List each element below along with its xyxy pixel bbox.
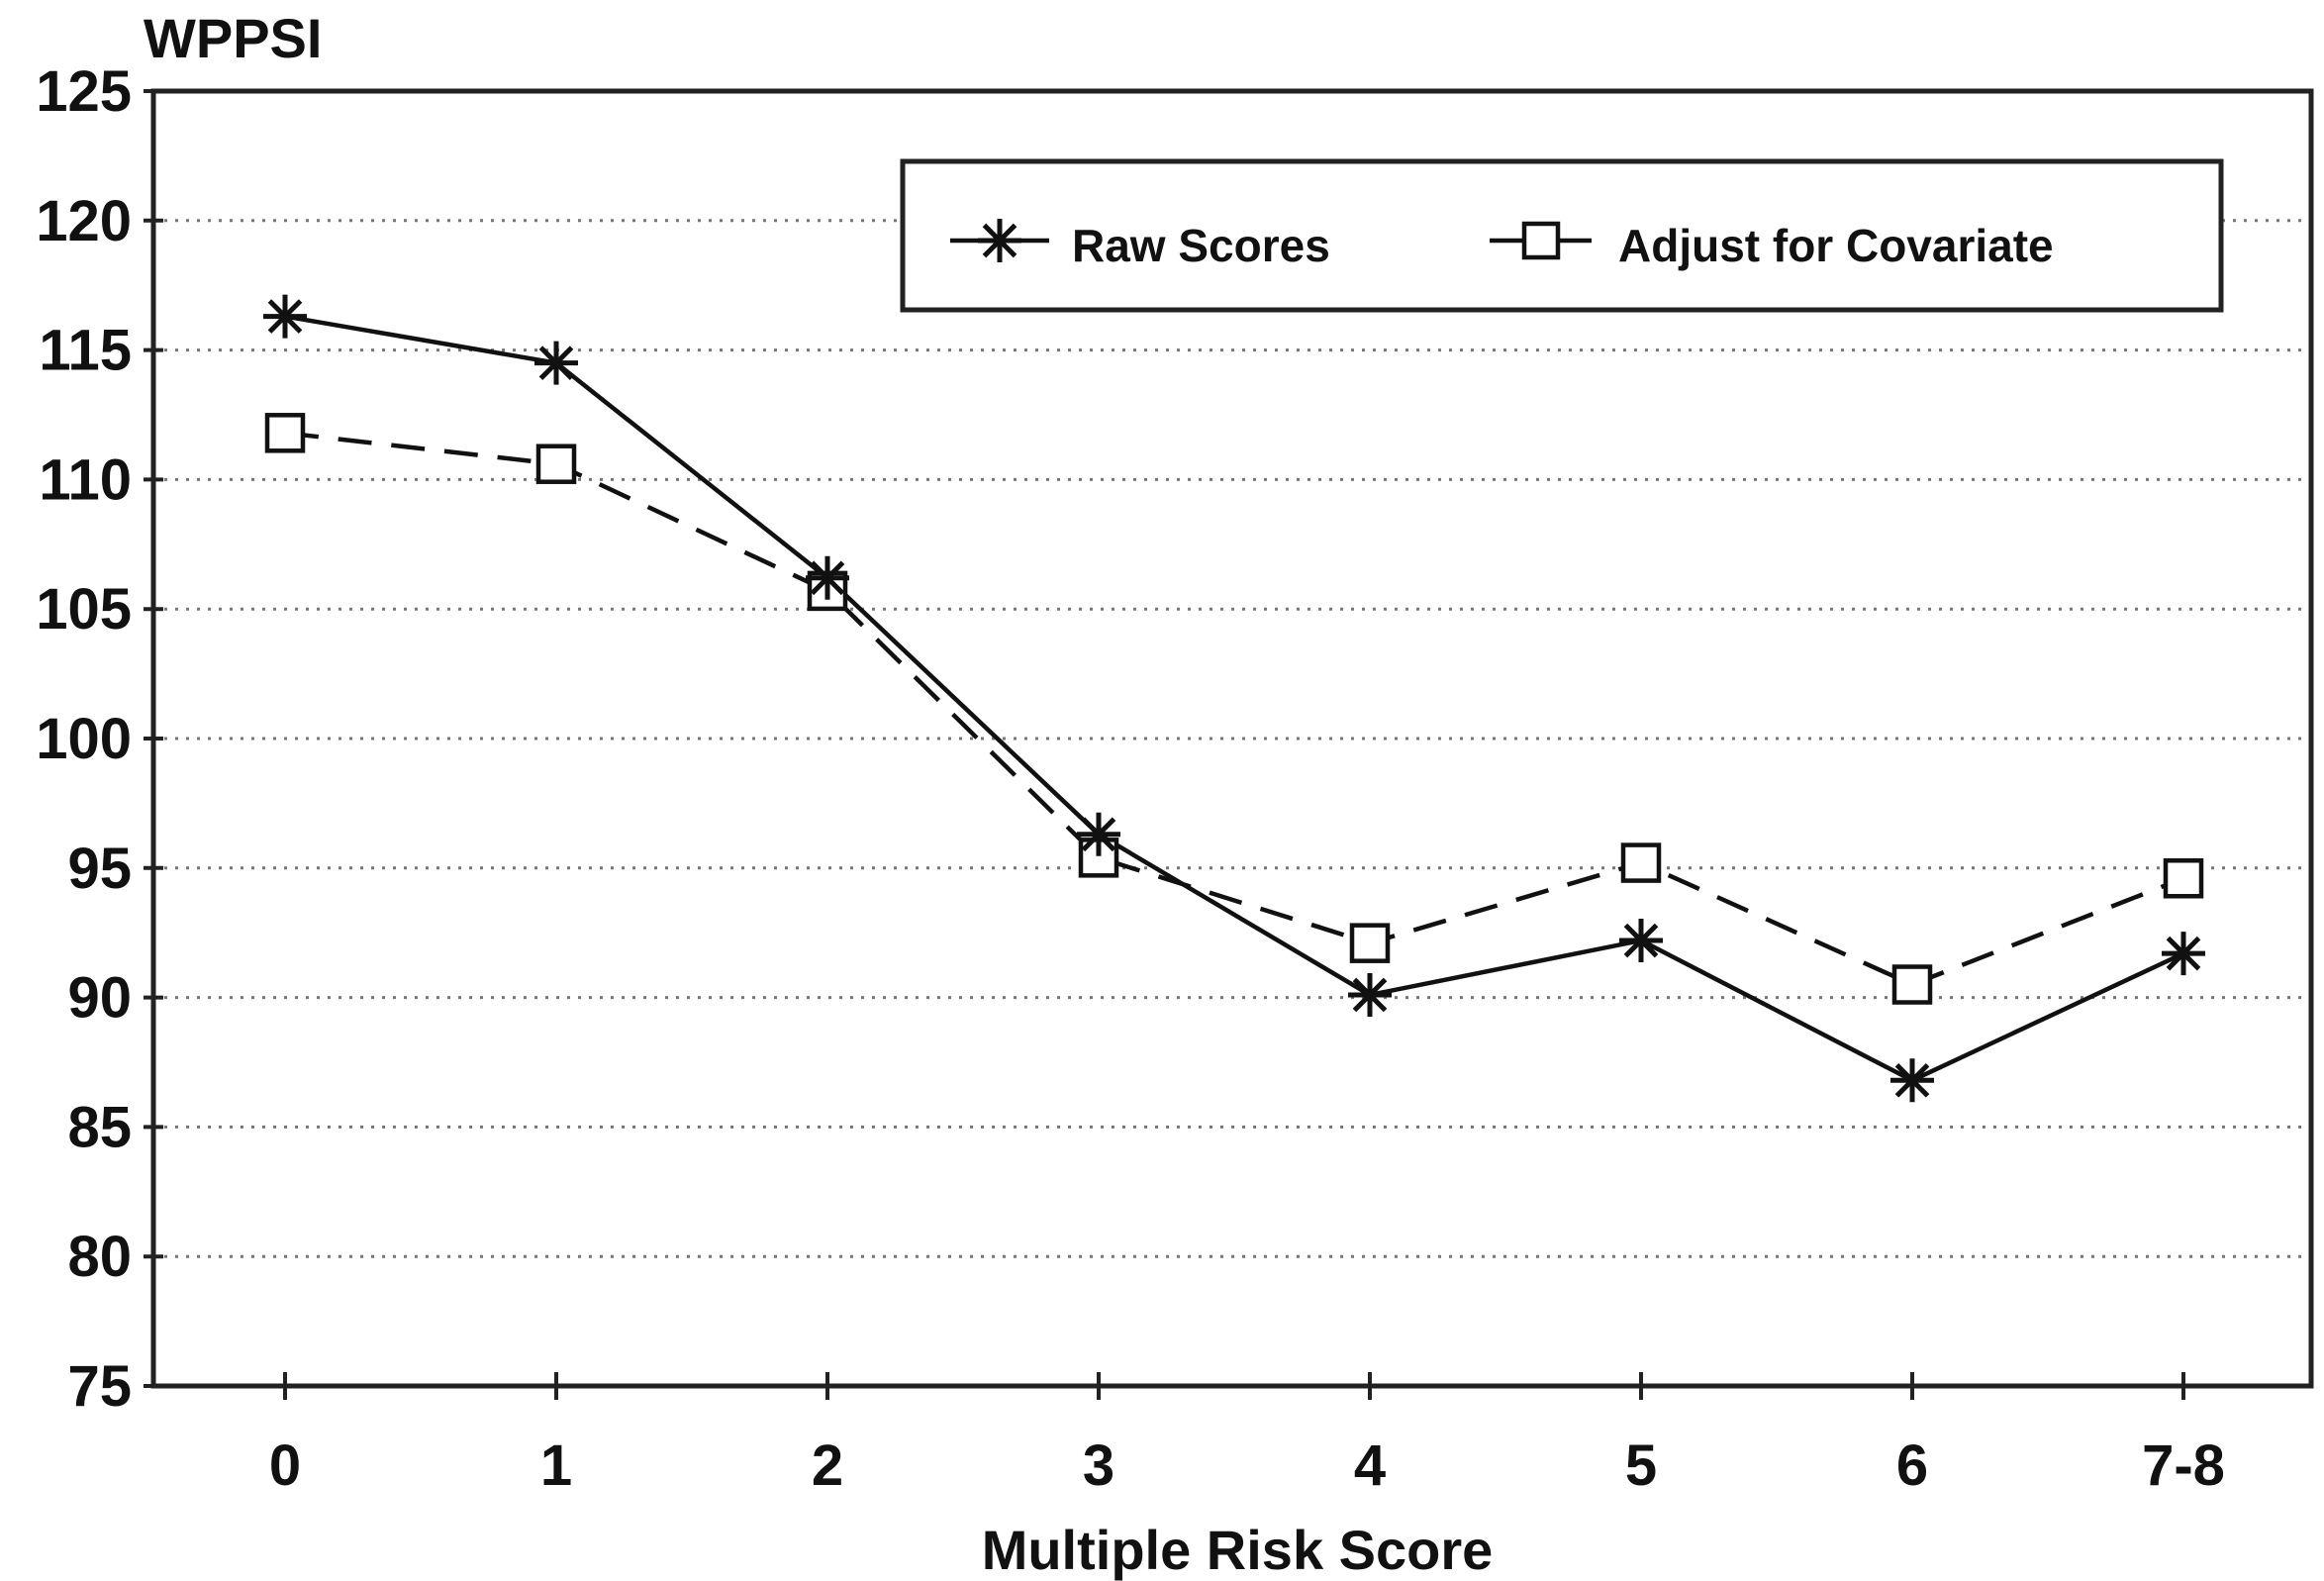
adjusted-score-point (264, 413, 306, 453)
raw-score-point (263, 294, 307, 339)
series-markers (263, 294, 2205, 1103)
x-tick-label: 0 (269, 1433, 301, 1498)
y-tick-label: 110 (39, 447, 132, 512)
y-axis-title: WPPSI (144, 7, 322, 69)
adjusted-score-point (1349, 923, 1391, 963)
raw-score-point (534, 341, 578, 385)
y-tick-label: 80 (67, 1225, 132, 1289)
raw-score-point (1348, 972, 1392, 1017)
legend-box (900, 158, 2224, 313)
raw-score-point (2162, 932, 2205, 976)
adjusted-score-point (1891, 964, 1933, 1005)
legend-raw-label: Raw Scores (1072, 220, 1330, 271)
x-axis-title: Multiple Risk Score (982, 1519, 1494, 1581)
y-tick-label: 115 (39, 319, 132, 383)
x-tick-label: 3 (1083, 1433, 1114, 1498)
legend-raw-sample (950, 219, 1049, 262)
y-axis-ticks: 75 80 85 90 95 100 105 110 115 120 125 (36, 59, 163, 1419)
raw-score-point (806, 555, 849, 600)
adjusted-score-point (535, 444, 577, 484)
adjusted-score-point (1620, 842, 1662, 883)
legend-adj-label: Adjust for Covariate (1618, 220, 2054, 271)
series-lines (284, 314, 2184, 1083)
x-tick-label: 2 (812, 1433, 843, 1498)
y-tick-label: 90 (67, 966, 132, 1031)
y-tick-label: 120 (36, 189, 132, 253)
x-tick-label: 7-8 (2142, 1433, 2225, 1498)
y-tick-label: 95 (67, 837, 132, 901)
x-axis-ticks: 0 1 2 3 4 5 6 7-8 (269, 1372, 2225, 1498)
y-tick-label: 125 (36, 59, 132, 124)
legend: Raw Scores Adjust for Covariate (900, 158, 2224, 313)
legend-adj-marker (1521, 221, 1561, 260)
y-tick-label: 100 (36, 707, 132, 771)
adjusted-scores-line (284, 431, 2184, 987)
x-tick-label: 1 (540, 1433, 572, 1498)
legend-adj-sample (1490, 221, 1592, 260)
y-tick-label: 75 (67, 1354, 132, 1419)
x-tick-label: 6 (1896, 1433, 1928, 1498)
x-tick-label: 4 (1354, 1433, 1386, 1498)
adjusted-score-point (2163, 858, 2204, 899)
y-tick-label: 105 (36, 577, 132, 642)
raw-score-point (1619, 919, 1663, 963)
legend-raw-marker (978, 219, 1021, 262)
x-tick-label: 5 (1625, 1433, 1657, 1498)
raw-score-point (1890, 1058, 1934, 1103)
grid-lines (153, 219, 2311, 1258)
raw-scores-line (284, 314, 2184, 1083)
raw-score-point (1077, 812, 1120, 856)
y-tick-label: 85 (67, 1095, 132, 1159)
